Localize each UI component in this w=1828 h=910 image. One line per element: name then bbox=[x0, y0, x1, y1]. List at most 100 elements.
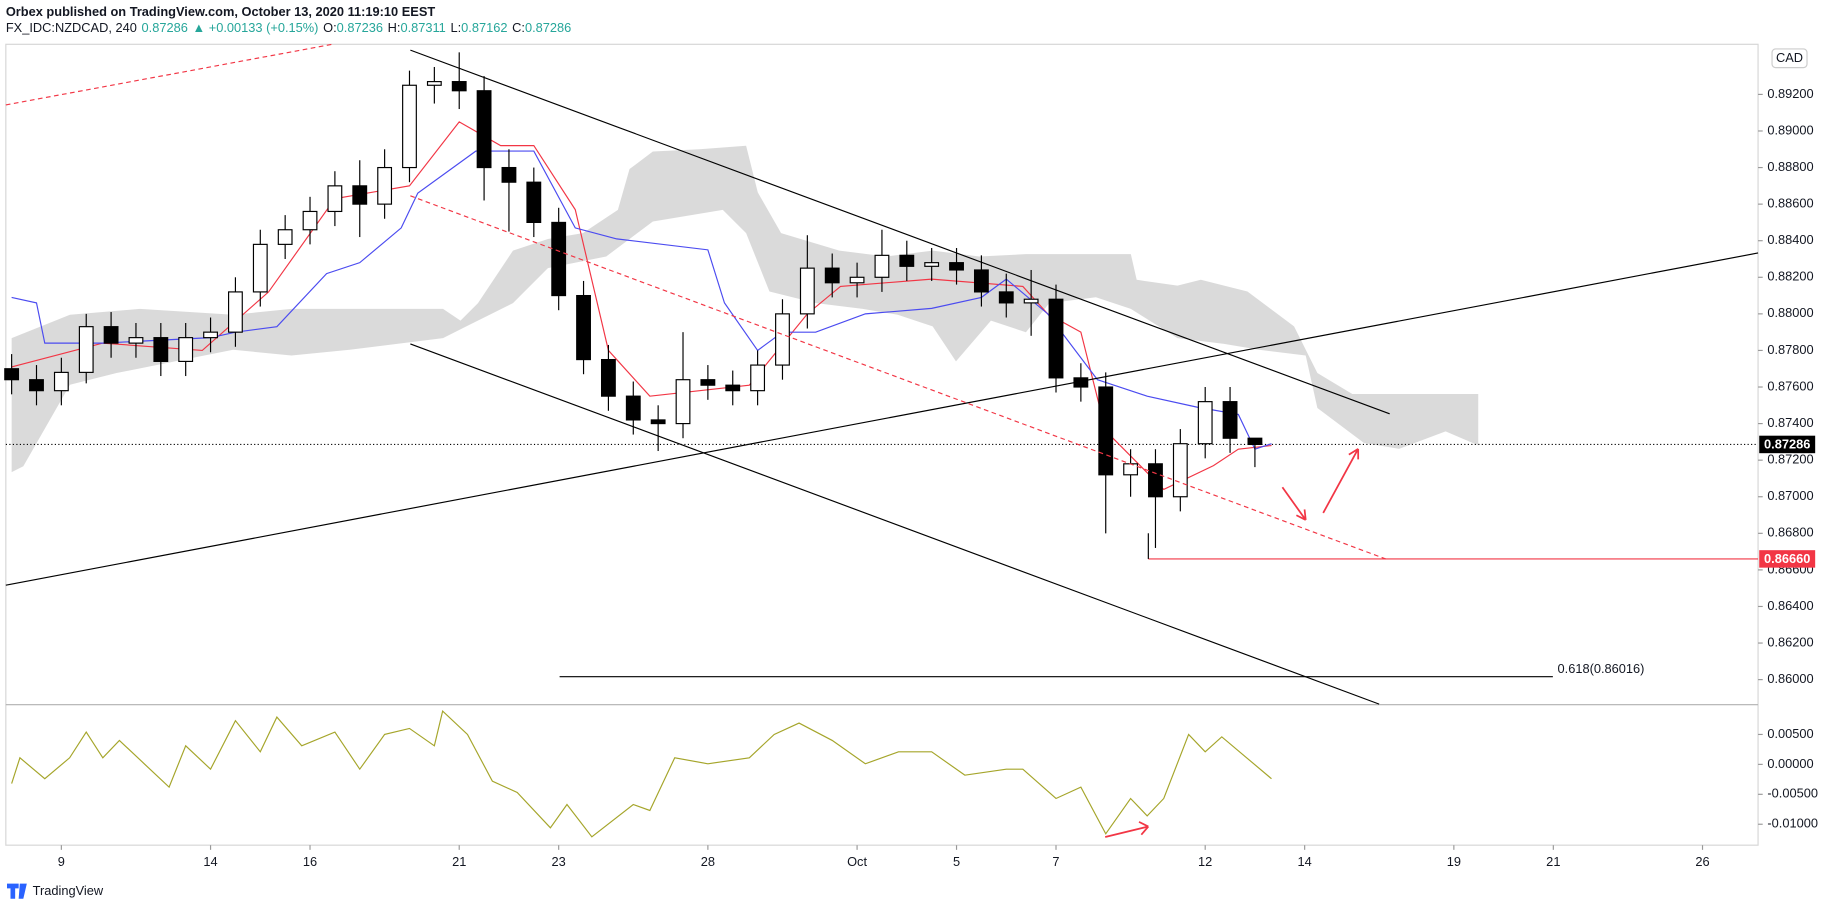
x-tick-label: 14 bbox=[203, 854, 217, 869]
alert-label: 0.86660 bbox=[1764, 551, 1810, 566]
candle bbox=[352, 160, 368, 238]
y-tick-label: -0.00500 bbox=[1767, 786, 1818, 801]
x-tick-label: 16 bbox=[303, 854, 317, 869]
alert-box bbox=[1759, 550, 1816, 568]
c-label: C: bbox=[512, 21, 525, 36]
candle bbox=[551, 207, 567, 311]
candle bbox=[899, 240, 915, 281]
candle bbox=[78, 313, 94, 384]
candle bbox=[1048, 284, 1064, 393]
arrow[interactable] bbox=[1104, 821, 1149, 838]
y-tick-label: 0.00500 bbox=[1767, 726, 1813, 741]
last-price-box bbox=[1759, 435, 1816, 454]
x-tick-label: 28 bbox=[701, 854, 715, 869]
drawings bbox=[5, 43, 1759, 838]
x-tick-label: 23 bbox=[552, 854, 566, 869]
arrow[interactable] bbox=[1281, 486, 1307, 521]
candle-body bbox=[501, 166, 517, 183]
y-tick-label: 0.87200 bbox=[1767, 452, 1813, 467]
y-tick-label: 0.88400 bbox=[1767, 232, 1813, 247]
candle-body bbox=[128, 337, 144, 344]
candle-body bbox=[799, 267, 815, 315]
candle-body bbox=[924, 262, 940, 267]
candle-body bbox=[352, 185, 368, 205]
candle-body bbox=[426, 81, 442, 86]
candle-body bbox=[377, 166, 393, 205]
candle bbox=[128, 323, 144, 358]
candle bbox=[700, 365, 716, 400]
candle bbox=[277, 215, 293, 259]
x-tick-label: 21 bbox=[452, 854, 466, 869]
candle-body bbox=[551, 221, 567, 297]
dashed-line[interactable] bbox=[410, 195, 1388, 561]
candle-body bbox=[998, 291, 1014, 304]
candle-body bbox=[1197, 401, 1213, 445]
y-tick-label: 0.87400 bbox=[1767, 415, 1813, 430]
candle-body bbox=[625, 395, 641, 421]
trend-line[interactable] bbox=[5, 252, 1759, 586]
candle-body bbox=[327, 185, 343, 213]
oscillator-line bbox=[11, 709, 1272, 838]
candle bbox=[178, 323, 194, 377]
x-tick-label: 7 bbox=[1052, 854, 1059, 869]
candle-body bbox=[874, 254, 890, 278]
currency-box[interactable] bbox=[1771, 48, 1808, 69]
candle bbox=[799, 235, 815, 329]
candle bbox=[1197, 387, 1213, 459]
candle bbox=[1247, 437, 1263, 468]
h: 0.87311 bbox=[400, 21, 445, 36]
candle-body bbox=[1247, 437, 1263, 446]
candle bbox=[402, 70, 417, 183]
l: 0.87162 bbox=[461, 21, 507, 36]
o: 0.87236 bbox=[337, 21, 383, 36]
y-tick-label: 0.88600 bbox=[1767, 196, 1813, 211]
candle bbox=[53, 357, 69, 406]
x-tick-label: 12 bbox=[1198, 854, 1212, 869]
x-tick-label: 14 bbox=[1298, 854, 1312, 869]
h-label: H: bbox=[388, 21, 401, 36]
candle-body bbox=[302, 210, 318, 231]
candle-body bbox=[949, 262, 964, 271]
candle-body bbox=[650, 419, 666, 425]
candle bbox=[327, 171, 343, 227]
dashed-line[interactable] bbox=[5, 43, 333, 106]
candle bbox=[228, 277, 243, 347]
candle-body bbox=[53, 371, 69, 392]
candle bbox=[650, 405, 666, 452]
candle bbox=[302, 196, 318, 245]
candle-body bbox=[775, 313, 790, 366]
candle bbox=[600, 344, 616, 411]
candle-body bbox=[1123, 463, 1139, 476]
indicator-line bbox=[11, 121, 1272, 491]
candle-body bbox=[899, 254, 915, 267]
o-label: O: bbox=[323, 21, 337, 36]
candle bbox=[1222, 387, 1238, 453]
candle-body bbox=[1023, 298, 1039, 304]
candle bbox=[377, 149, 393, 219]
brand[interactable]: TradingView bbox=[6, 883, 104, 899]
candle bbox=[501, 149, 517, 232]
candle-body bbox=[675, 379, 691, 425]
y-tick-label: -0.01000 bbox=[1767, 816, 1818, 831]
candle-body bbox=[1048, 298, 1064, 379]
x-tick-label: Oct bbox=[847, 854, 867, 869]
candle bbox=[725, 370, 741, 406]
y-tick-label: 0.86200 bbox=[1767, 634, 1813, 649]
y-tick-label: 0.88000 bbox=[1767, 305, 1813, 320]
candle-body bbox=[203, 331, 218, 339]
candle bbox=[750, 350, 766, 406]
candle bbox=[153, 323, 169, 377]
candle bbox=[29, 365, 44, 406]
candle bbox=[949, 248, 964, 285]
candle-body bbox=[153, 337, 169, 362]
trend-line[interactable] bbox=[410, 343, 1380, 705]
arrow[interactable] bbox=[1322, 448, 1360, 514]
x-tick-label: 26 bbox=[1695, 854, 1709, 869]
candle-body bbox=[600, 358, 616, 397]
candle-body bbox=[277, 229, 293, 245]
candle bbox=[203, 317, 218, 353]
candle bbox=[874, 229, 890, 292]
candle bbox=[924, 248, 940, 281]
candle-body bbox=[526, 181, 542, 224]
